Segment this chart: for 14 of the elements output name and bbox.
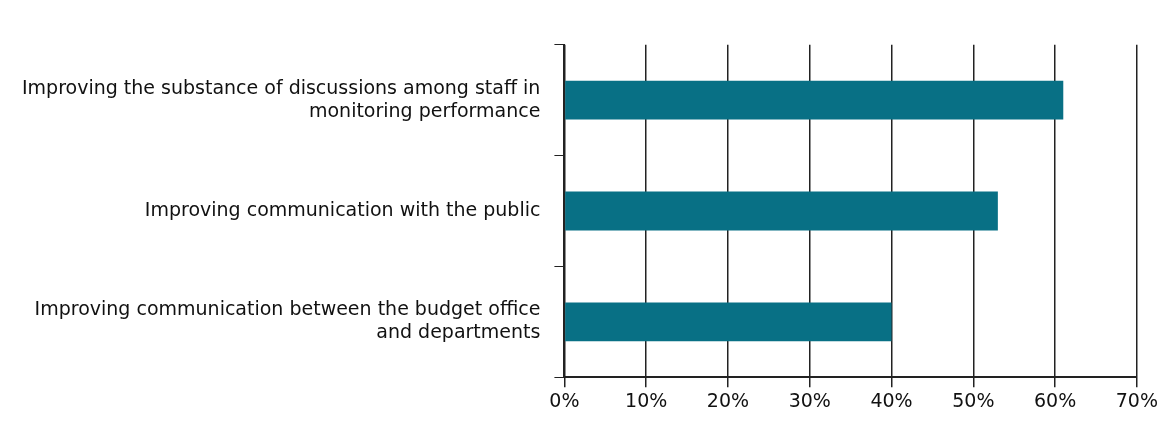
x-tick-label: 70% [1115,388,1158,411]
bar [565,80,1064,120]
x-tick-label: 40% [870,388,913,411]
x-tick-label: 60% [1033,388,1077,411]
y-tick-label: Improving communication with the public [144,197,541,220]
y-tick-label: Improving communication between the budget office and departments [34,297,541,343]
x-tick-label: 0% [549,388,580,411]
x-tick-label: 10% [625,388,668,411]
bar [565,302,892,342]
x-tick-label: 50% [952,388,995,411]
y-tick-label: Improving the substance of discussions among staff in monitoring performance [21,75,541,121]
x-tick-label: 20% [706,388,750,411]
bar [565,191,998,231]
x-tick-label: 30% [788,388,831,411]
